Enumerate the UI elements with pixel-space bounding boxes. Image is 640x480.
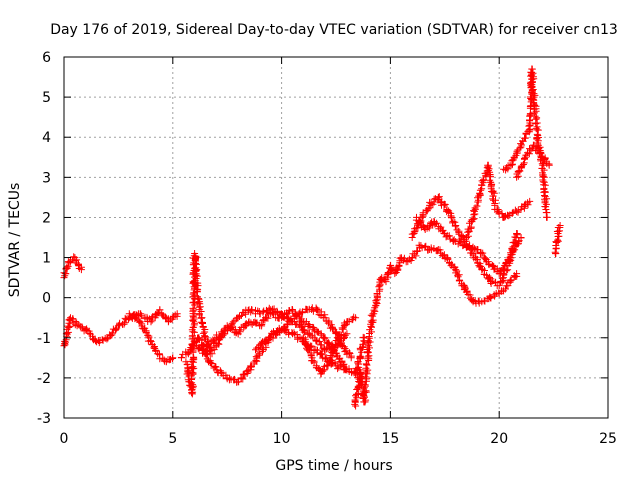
series-track: [513, 141, 553, 181]
x-axis-title: GPS time / hours: [275, 458, 392, 474]
series-track: [199, 304, 351, 354]
y-tick-label: -1: [37, 331, 51, 347]
series-track: [412, 213, 525, 278]
series-markers: [252, 304, 355, 362]
y-axis-title: SDTVAR / TECUs: [7, 183, 23, 298]
x-tick-label: 5: [168, 431, 177, 447]
series-track: [252, 304, 355, 362]
series-track: [462, 161, 499, 242]
y-tick-label: 2: [42, 210, 51, 226]
series-markers: [351, 254, 416, 410]
series-track: [299, 313, 360, 378]
series-markers: [551, 222, 564, 258]
series-track: [182, 250, 216, 398]
y-tick-label: -2: [37, 371, 51, 387]
series-markers: [199, 304, 351, 354]
series-markers: [125, 310, 177, 366]
y-tick-label: -3: [37, 411, 51, 427]
y-tick-label: 3: [42, 170, 51, 186]
series-markers: [408, 241, 521, 307]
series-markers: [462, 161, 499, 242]
series-track: [351, 254, 416, 410]
series-markers: [513, 141, 553, 181]
plot-frame: [63, 56, 609, 419]
y-tick-label: 6: [42, 50, 51, 66]
y-tick-label: 4: [42, 130, 51, 146]
y-tick-label: 1: [42, 251, 51, 267]
series-track: [491, 197, 534, 221]
x-tick-labels: 0 5 10 15 20 25: [60, 431, 617, 447]
series-markers: [182, 250, 216, 398]
series-track: [551, 222, 564, 258]
y-tick-labels: -3 -2 -1 0 1 2 3 4 5 6: [37, 50, 51, 427]
x-tick-label: 20: [490, 431, 508, 447]
x-tick-label: 25: [599, 431, 617, 447]
series-markers: [299, 313, 360, 378]
series-track: [408, 241, 521, 307]
y-tick-label: 0: [42, 291, 51, 307]
series-markers: [412, 213, 525, 278]
x-tick-label: 15: [381, 431, 399, 447]
chart-title: Day 176 of 2019, Sidereal Day-to-day VTE…: [50, 22, 618, 38]
y-tick-label: 5: [42, 90, 51, 106]
axis-ticks: [63, 56, 609, 419]
x-tick-label: 10: [273, 431, 291, 447]
x-tick-label: 0: [60, 431, 69, 447]
series-markers: [491, 197, 534, 221]
series-track: [125, 310, 177, 366]
